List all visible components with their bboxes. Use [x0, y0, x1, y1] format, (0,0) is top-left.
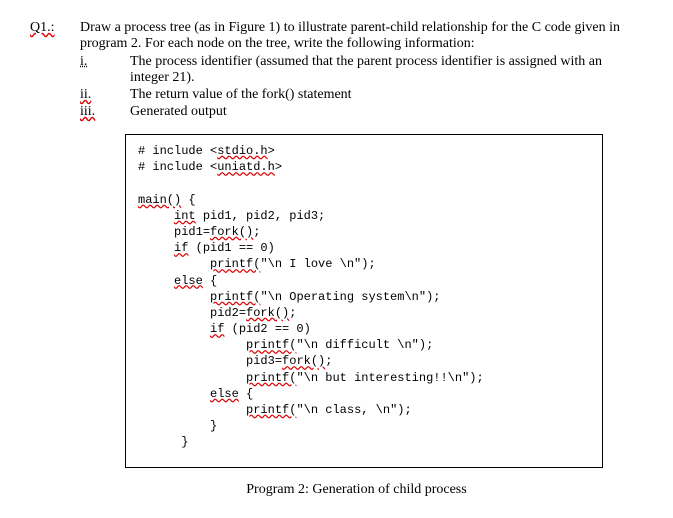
- code-line: printf("\n class, \n");: [138, 403, 412, 417]
- code-line: printf("\n Operating system\n");: [138, 290, 440, 304]
- code-line: printf("\n I love \n");: [138, 257, 376, 271]
- code-line: if (pid1 == 0): [138, 241, 275, 255]
- question-header: Q1.: Draw a process tree (as in Figure 1…: [30, 20, 643, 52]
- item-number: ii.: [80, 87, 130, 103]
- code-line: # include <uniatd.h>: [138, 160, 282, 174]
- question-intro: Draw a process tree (as in Figure 1) to …: [80, 20, 643, 52]
- code-line: printf("\n difficult \n");: [138, 338, 433, 352]
- code-caption: Program 2: Generation of child process: [70, 482, 643, 498]
- item-number: i.: [80, 54, 130, 70]
- code-line: }: [138, 419, 217, 433]
- item-text: The process identifier (assumed that the…: [130, 54, 643, 86]
- list-item: i. The process identifier (assumed that …: [80, 54, 643, 86]
- code-line: # include <stdio.h>: [138, 144, 275, 158]
- item-number: iii.: [80, 104, 130, 120]
- code-line: else {: [138, 387, 253, 401]
- code-line: printf("\n but interesting!!\n");: [138, 371, 484, 385]
- code-line: else {: [138, 274, 217, 288]
- code-line: pid3=fork();: [138, 354, 332, 368]
- item-text: The return value of the fork() statement: [130, 87, 643, 103]
- item-text: Generated output: [130, 104, 643, 120]
- list-item: ii. The return value of the fork() state…: [80, 87, 643, 103]
- code-line: main() {: [138, 193, 196, 207]
- code-line: int pid1, pid2, pid3;: [138, 209, 325, 223]
- code-line: }: [138, 435, 188, 449]
- code-line: pid2=fork();: [138, 306, 296, 320]
- question-label: Q1.:: [30, 20, 80, 36]
- list-item: iii. Generated output: [80, 104, 643, 120]
- code-line: pid1=fork();: [138, 225, 260, 239]
- code-block: # include <stdio.h> # include <uniatd.h>…: [125, 134, 603, 468]
- code-line: if (pid2 == 0): [138, 322, 311, 336]
